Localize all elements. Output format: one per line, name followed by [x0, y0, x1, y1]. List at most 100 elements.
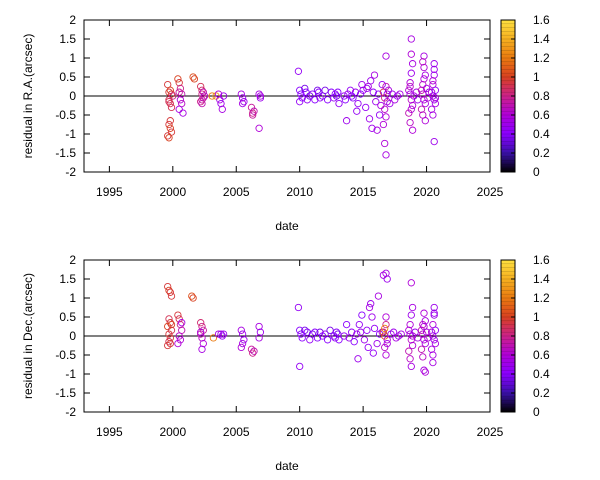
data-point	[408, 341, 417, 350]
data-point	[198, 96, 206, 104]
x-tick-label: 2025	[477, 425, 504, 439]
data-point	[407, 69, 415, 77]
data-point	[332, 328, 341, 336]
data-point	[353, 107, 361, 115]
data-point	[408, 101, 417, 110]
data-point	[247, 345, 256, 353]
data-point	[313, 86, 322, 94]
data-point	[342, 117, 351, 125]
y-tick-label: 0	[69, 329, 76, 343]
data-point	[332, 92, 341, 100]
data-point	[392, 334, 400, 342]
data-point	[378, 80, 386, 89]
data-point	[421, 71, 429, 79]
y-tick-label: 1	[69, 51, 76, 65]
data-point	[174, 311, 182, 319]
y-tick-label: 1.5	[59, 272, 76, 286]
data-point	[420, 366, 428, 374]
data-point	[256, 94, 265, 102]
colorbar-tick-label: 0	[533, 165, 540, 179]
data-point	[360, 336, 369, 344]
data-point	[383, 339, 391, 348]
data-point	[240, 336, 248, 344]
data-point	[190, 75, 199, 83]
data-point	[198, 322, 206, 331]
data-point	[375, 111, 384, 119]
data-point	[430, 309, 438, 317]
data-point	[420, 336, 428, 344]
data-point	[218, 105, 226, 113]
data-point	[406, 82, 414, 91]
data-point	[370, 324, 379, 333]
colorbar-tick-label: 1	[533, 310, 540, 324]
data-point	[165, 120, 173, 129]
data-point	[214, 330, 223, 338]
data-point	[166, 334, 174, 342]
data-point	[406, 355, 414, 363]
x-tick-label: 2010	[286, 185, 313, 199]
data-point	[294, 303, 303, 312]
data-point	[255, 322, 263, 331]
data-point	[167, 326, 176, 334]
data-point	[175, 332, 183, 340]
data-point	[166, 288, 174, 296]
y-tick-label: 2	[69, 13, 76, 27]
data-point	[165, 88, 173, 96]
data-point	[301, 84, 309, 93]
data-point	[255, 90, 263, 98]
data-point	[373, 339, 381, 348]
data-point	[334, 88, 342, 96]
data-point	[217, 330, 225, 338]
data-point	[430, 60, 438, 68]
data-point	[315, 88, 323, 96]
colorbar-tick-label: 1.4	[533, 32, 550, 46]
data-point	[431, 326, 440, 334]
data-point	[429, 111, 437, 119]
data-point	[424, 94, 432, 102]
data-point	[408, 60, 417, 68]
data-point	[430, 71, 438, 79]
data-point	[165, 134, 173, 142]
data-point	[164, 341, 172, 350]
data-point	[383, 275, 391, 283]
data-point	[199, 94, 207, 102]
data-point	[238, 330, 247, 338]
data-point	[382, 269, 390, 277]
data-point	[297, 90, 305, 98]
colorbar-tick-label: 1.4	[533, 272, 550, 286]
data-point	[197, 319, 205, 327]
y-tick-label: -1.5	[55, 146, 76, 160]
data-point	[340, 92, 348, 100]
data-point	[384, 86, 393, 94]
x-tick-label: 2015	[350, 185, 377, 199]
data-point	[419, 320, 427, 329]
colorbar-tick-label: 0.8	[533, 89, 550, 103]
data-point	[430, 311, 438, 319]
data-point	[422, 328, 431, 336]
y-axis-label: residual in R.A.(arcsec)	[21, 34, 35, 159]
data-point	[208, 92, 216, 100]
x-tick-label: 1995	[96, 185, 123, 199]
data-point	[296, 326, 304, 334]
y-tick-label: -0.5	[55, 108, 76, 122]
data-point	[323, 96, 332, 104]
y-tick-label: 0.5	[59, 310, 76, 324]
data-point	[427, 88, 436, 96]
data-point	[256, 328, 265, 336]
data-point	[382, 151, 390, 159]
data-point	[326, 326, 334, 334]
data-point	[165, 330, 173, 338]
data-point	[176, 320, 185, 329]
data-point	[344, 90, 352, 98]
data-point	[238, 339, 247, 348]
data-point	[420, 75, 428, 83]
data-point	[420, 52, 428, 60]
colorbar: 0 0.2 0.4 0.6 0.8 1 1.2 1.4 1.6	[500, 253, 550, 419]
x-axis-label: date	[275, 219, 299, 233]
data-point	[217, 99, 225, 108]
y-tick-label: -2	[65, 165, 76, 179]
data-point	[200, 92, 209, 100]
data-point	[330, 332, 338, 340]
y-tick-label: 1.5	[59, 32, 76, 46]
